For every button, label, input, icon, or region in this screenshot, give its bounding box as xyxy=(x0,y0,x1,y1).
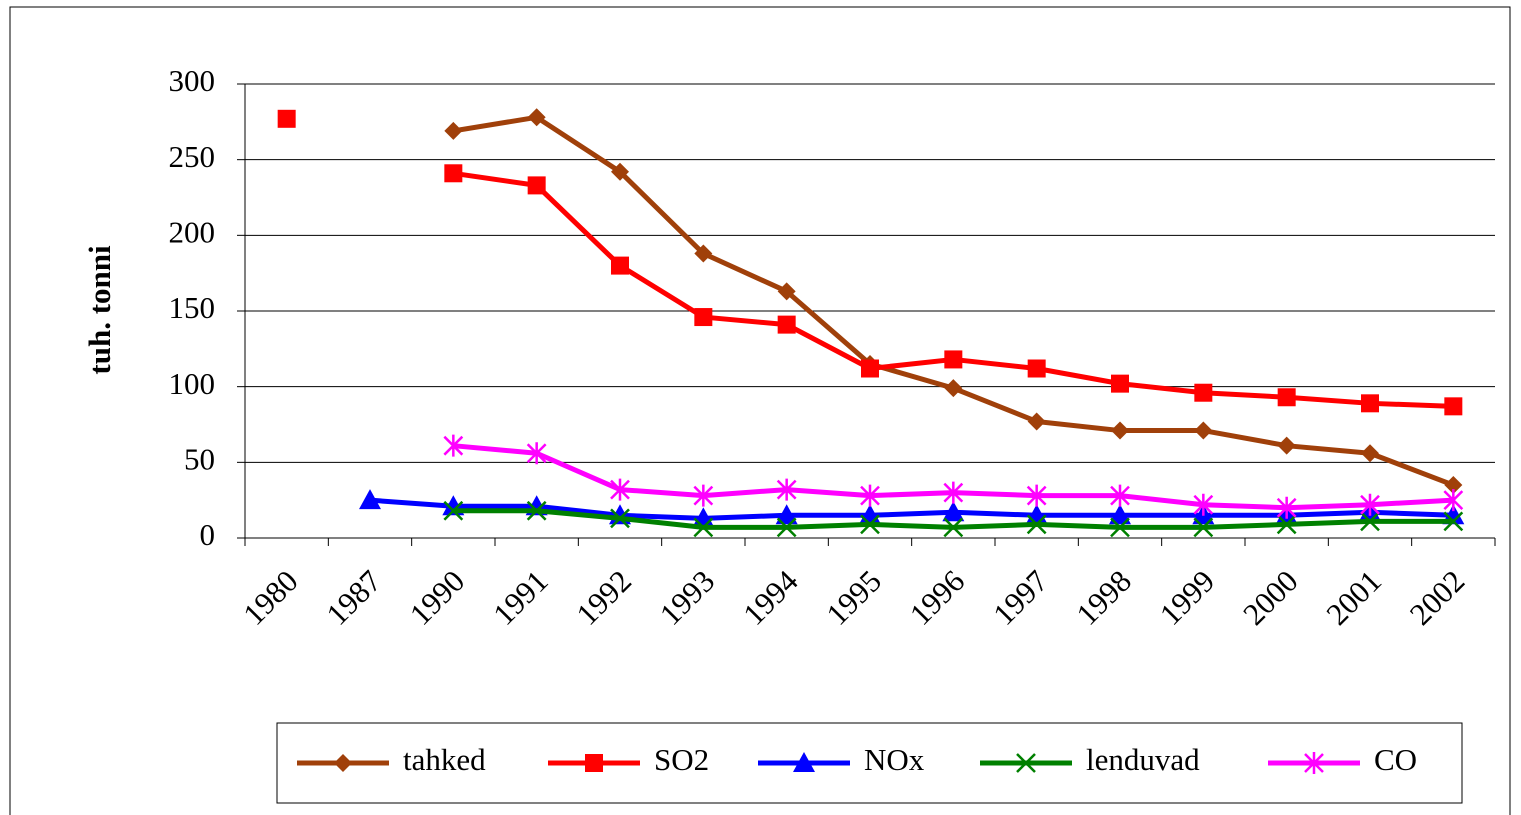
data-point xyxy=(943,481,964,504)
data-point xyxy=(610,508,630,529)
data-point xyxy=(610,478,630,501)
legend-marker xyxy=(334,754,352,772)
data-point xyxy=(1194,383,1213,402)
y-tick-label: 0 xyxy=(200,517,216,552)
data-point xyxy=(1111,421,1129,440)
data-point xyxy=(860,484,880,507)
y-tick-label: 150 xyxy=(169,290,216,325)
data-point xyxy=(860,514,880,535)
y-tick-label: 300 xyxy=(169,63,216,98)
data-point xyxy=(359,489,381,510)
data-point xyxy=(526,500,547,521)
legend-label: NOx xyxy=(864,742,925,777)
data-point xyxy=(527,108,546,127)
chart-frame xyxy=(9,6,1511,815)
data-point xyxy=(1109,504,1131,525)
data-point xyxy=(1193,517,1214,538)
y-tick-label: 250 xyxy=(169,139,216,174)
legend-label: lenduvad xyxy=(1086,742,1200,777)
data-point xyxy=(611,256,629,275)
data-point xyxy=(694,308,713,327)
data-point xyxy=(1444,397,1463,416)
data-point xyxy=(1027,359,1046,378)
data-point xyxy=(861,359,879,378)
data-point xyxy=(1360,493,1380,516)
y-axis-title: tuh. tonni xyxy=(82,245,117,375)
data-point xyxy=(694,244,713,263)
data-point xyxy=(1026,484,1047,507)
legend-marker xyxy=(1304,752,1324,774)
legend-marker xyxy=(1016,753,1036,773)
data-point xyxy=(1110,517,1130,538)
data-point xyxy=(942,501,965,522)
data-point xyxy=(1277,388,1296,407)
data-point xyxy=(1027,412,1046,431)
data-point xyxy=(1276,514,1297,535)
data-point xyxy=(444,164,463,183)
data-point xyxy=(944,379,963,398)
data-point xyxy=(1110,484,1130,507)
data-point xyxy=(277,109,296,128)
y-tick-label: 200 xyxy=(169,214,216,249)
data-point xyxy=(1026,514,1047,535)
data-point xyxy=(1361,394,1379,413)
data-point xyxy=(526,442,547,465)
legend-box xyxy=(276,722,1463,804)
legend-label: tahked xyxy=(403,742,486,777)
data-point xyxy=(775,504,798,525)
data-point xyxy=(1444,476,1463,495)
data-point xyxy=(1443,511,1464,532)
legend-label: CO xyxy=(1374,742,1417,777)
series-line xyxy=(369,497,1454,521)
data-point xyxy=(1361,444,1379,463)
data-point xyxy=(1443,489,1464,512)
data-point xyxy=(1360,511,1380,532)
data-point xyxy=(1193,493,1214,516)
data-point xyxy=(943,517,964,538)
data-point xyxy=(1276,496,1297,519)
data-point xyxy=(611,162,629,181)
data-point xyxy=(1277,436,1296,455)
y-tick-label: 100 xyxy=(169,366,216,401)
data-point xyxy=(443,434,464,457)
data-point xyxy=(1111,374,1129,393)
data-point xyxy=(444,121,463,140)
data-point xyxy=(1194,421,1213,440)
data-point xyxy=(944,350,963,369)
data-point xyxy=(777,282,796,301)
data-point xyxy=(776,478,797,501)
data-point xyxy=(693,517,714,538)
data-point xyxy=(443,500,464,521)
data-point xyxy=(693,484,714,507)
data-point xyxy=(776,517,797,538)
data-point xyxy=(777,315,796,334)
y-tick-label: 50 xyxy=(184,441,215,476)
data-point xyxy=(527,176,546,195)
legend-label: SO2 xyxy=(654,742,709,777)
legend-marker xyxy=(585,754,603,772)
legend-marker xyxy=(793,752,815,772)
